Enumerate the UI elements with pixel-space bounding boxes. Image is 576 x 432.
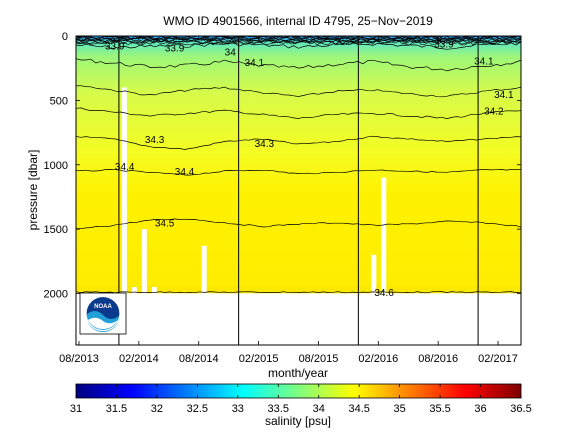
surface-contour-line [76, 39, 521, 44]
y-axis-label: pressure [dbar] [26, 150, 40, 231]
data-gap [131, 287, 137, 294]
contour-label: 34.3 [255, 139, 275, 150]
contour-label: 34.5 [155, 219, 175, 230]
x-tick-label: 08/2016 [418, 353, 458, 365]
x-tick-label: 02/2017 [478, 353, 518, 365]
contour-label: 34.2 [484, 107, 504, 118]
deep-water-band [76, 286, 521, 294]
contour-label: 34.4 [115, 162, 135, 173]
colorbar-tick-label: 31.5 [106, 403, 127, 415]
contour-labels: 33.9 33.9 33.9 34 34.1 34.1 34.1 34.2 34.3 34.3 34… [105, 40, 514, 299]
colorbar-label: salinity [psu] [265, 414, 331, 428]
colorbar: 31 31.5 32 32.5 33 33.5 34 34.5 35 35.5 36 36.5 sal… [70, 383, 532, 428]
colorbar-tick-label: 32.5 [187, 403, 208, 415]
contour-line [76, 168, 521, 176]
y-tick-label: 2000 [44, 289, 68, 301]
y-axis: 0 500 1000 1500 2000 [44, 31, 521, 301]
colorbar-tick-label: 33 [232, 403, 244, 415]
noaa-logo-text: NOAA [94, 304, 112, 310]
colorbar-tick-label: 35.5 [429, 403, 450, 415]
plot-frame [75, 35, 522, 346]
contour-label: 34 [225, 47, 237, 58]
contour-label: 34.3 [145, 135, 165, 146]
colorbar-tick-label: 32 [151, 403, 163, 415]
x-tick-label: 08/2015 [299, 353, 339, 365]
data-gap [381, 177, 387, 294]
data-gaps [76, 87, 521, 345]
salinity-field [76, 36, 521, 293]
contour-label: 33.9 [105, 42, 125, 53]
data-gap [121, 87, 127, 294]
contour-line [76, 58, 521, 72]
contour-label: 34.1 [494, 90, 514, 101]
contour-line [76, 41, 521, 50]
x-tick-label: 08/2013 [59, 353, 99, 365]
colorbar-tick-label: 33.5 [268, 403, 289, 415]
colorbar-tick-label: 34 [313, 403, 325, 415]
contour-label: 33.9 [165, 44, 185, 55]
y-tick-label: 500 [50, 95, 68, 107]
data-gap [141, 229, 147, 294]
noaa-logo: NOAA [79, 292, 127, 335]
colorbar-gradient [75, 383, 522, 399]
x-tick-label: 02/2015 [239, 353, 279, 365]
below-profile-depth [76, 293, 521, 345]
chart-title: WMO ID 4901566, internal ID 4795, 25−Nov… [163, 14, 433, 28]
colorbar-tick-label: 35 [394, 403, 406, 415]
contour-line [76, 85, 521, 98]
contour-line [76, 291, 521, 294]
contour-label: 34.1 [474, 56, 494, 67]
contour-line [76, 218, 521, 230]
colorbar-tick-label: 36 [474, 403, 486, 415]
y-tick-label: 1000 [44, 160, 68, 172]
colorbar-ticks: 31 31.5 32 32.5 33 33.5 34 34.5 35 35.5 36 36.5 [70, 384, 532, 415]
colorbar-tick-label: 36.5 [510, 403, 531, 415]
x-tick-label: 02/2016 [358, 353, 398, 365]
x-tick-label: 02/2014 [119, 353, 159, 365]
contour-label: 33.9 [434, 40, 454, 51]
contour-label: 34.6 [374, 288, 394, 299]
colorbar-tick-label: 31 [70, 403, 82, 415]
surface-contour-line [76, 40, 521, 46]
colorbar-tick-label: 34.5 [348, 403, 369, 415]
data-gap [371, 254, 377, 294]
contour-label: 34.1 [245, 58, 265, 69]
plot-area: 33.9 33.9 33.9 34 34.1 34.1 34.1 34.2 34.3 34.3 34… [76, 36, 521, 345]
contour-line [76, 135, 521, 150]
surface-contour-line [76, 40, 521, 45]
data-gap [151, 287, 157, 294]
y-tick-label: 0 [62, 31, 68, 43]
x-axis: 08/2013 02/2014 08/2014 02/2015 08/2015 02/20… [59, 36, 518, 365]
contour-line [76, 107, 521, 120]
x-axis-label: month/year [268, 366, 328, 380]
data-gap [201, 245, 207, 294]
contour-lines [76, 36, 521, 294]
x-tick-label: 08/2014 [179, 353, 219, 365]
y-tick-label: 1500 [44, 224, 68, 236]
contour-label: 34.4 [175, 167, 195, 178]
